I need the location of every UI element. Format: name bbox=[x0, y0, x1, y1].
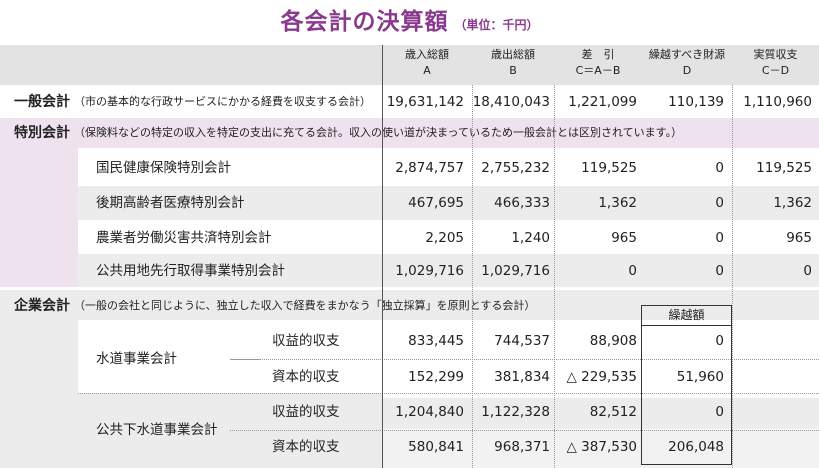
general-account-label: 一般会計 bbox=[14, 94, 70, 110]
table-header bbox=[0, 45, 819, 85]
enterprise-row-type: 資本的収支 bbox=[272, 439, 340, 455]
general-carryover: 110,139 bbox=[668, 94, 724, 110]
enterprise-row-expenditure: 744,537 bbox=[494, 333, 550, 349]
special-row-expenditure: 2,755,232 bbox=[481, 160, 550, 176]
header-carryover-funds: 繰越すべき財源 D bbox=[648, 48, 726, 77]
special-row-real-balance: 119,525 bbox=[756, 160, 812, 176]
enterprise-row-carryover: 0 bbox=[715, 404, 724, 420]
enterprise-row-expenditure: 968,371 bbox=[494, 439, 550, 455]
general-account-desc: （市の基本的な行政サービスにかかる経費を収支する会計） bbox=[74, 95, 371, 108]
special-row-real-balance: 0 bbox=[803, 263, 812, 279]
special-row-name: 公共用地先行取得事業特別会計 bbox=[96, 263, 285, 279]
row-divider bbox=[230, 430, 819, 431]
special-row-difference: 1,362 bbox=[598, 195, 637, 211]
general-account-row: 一般会計 （市の基本的な行政サービスにかかる経費を収支する会計） bbox=[0, 89, 819, 115]
enterprise-row-difference: △ 387,530 bbox=[566, 439, 638, 455]
enterprise-row-type: 資本的収支 bbox=[272, 369, 340, 385]
special-row-revenue: 2,205 bbox=[425, 230, 464, 246]
column-separator bbox=[554, 85, 555, 468]
special-row-revenue: 2,874,757 bbox=[395, 160, 464, 176]
special-row-revenue: 1,029,716 bbox=[395, 263, 464, 279]
special-row-name: 国民健康保険特別会計 bbox=[96, 160, 231, 176]
enterprise-row-type: 収益的収支 bbox=[272, 404, 340, 420]
special-row-name: 農業者労働災害共済特別会計 bbox=[96, 230, 272, 246]
enterprise-row-revenue: 580,841 bbox=[408, 439, 464, 455]
special-row-name: 後期高齢者医療特別会計 bbox=[96, 195, 245, 211]
enterprise-row-type: 収益的収支 bbox=[272, 333, 340, 349]
enterprise-row-difference: 88,908 bbox=[589, 333, 637, 349]
special-row-difference: 0 bbox=[628, 263, 637, 279]
enterprise-group-name: 水道事業会計 bbox=[96, 351, 177, 367]
column-separator bbox=[472, 85, 473, 468]
unit-label: （単位：千円） bbox=[454, 18, 539, 32]
row-divider bbox=[230, 359, 819, 360]
enterprise-account-side-band bbox=[0, 320, 78, 468]
special-account-header-band bbox=[0, 118, 819, 148]
header-revenue: 歳入総額 A bbox=[405, 48, 449, 77]
special-row-real-balance: 965 bbox=[786, 230, 812, 246]
group-divider bbox=[78, 393, 819, 394]
header-difference: 差 引 C＝A－B bbox=[575, 48, 621, 77]
carryover-label: 繰越額 bbox=[641, 305, 732, 326]
enterprise-row-band-4 bbox=[382, 428, 819, 468]
enterprise-row-revenue: 833,445 bbox=[408, 333, 464, 349]
special-row-expenditure: 1,240 bbox=[511, 230, 550, 246]
enterprise-row-difference: 82,512 bbox=[589, 404, 637, 420]
carryover-box bbox=[641, 305, 732, 465]
general-expenditure: 18,410,043 bbox=[472, 94, 550, 110]
enterprise-row-expenditure: 1,122,328 bbox=[481, 404, 550, 420]
special-account-desc: （保険料などの特定の収入を特定の支出に充てる会計。収入の使い道が決まっているため… bbox=[74, 126, 683, 139]
enterprise-row-expenditure: 381,834 bbox=[494, 369, 550, 385]
special-account-side-band bbox=[0, 148, 78, 287]
special-row-real-balance: 1,362 bbox=[773, 195, 812, 211]
special-row-carryover: 0 bbox=[715, 195, 724, 211]
page-title: 各会計の決算額 bbox=[280, 9, 449, 35]
special-row-revenue: 467,695 bbox=[408, 195, 464, 211]
special-row-band-2 bbox=[78, 186, 819, 220]
enterprise-row-band-3 bbox=[382, 398, 819, 428]
header-expenditure: 歳出総額 B bbox=[491, 48, 535, 77]
enterprise-row-revenue: 1,204,840 bbox=[395, 404, 464, 420]
special-row-band-4 bbox=[78, 254, 819, 287]
general-revenue: 19,631,142 bbox=[386, 94, 464, 110]
special-row-difference: 965 bbox=[611, 230, 637, 246]
enterprise-row-carryover: 206,048 bbox=[668, 439, 724, 455]
page-title-area: 各会計の決算額 （単位：千円） bbox=[0, 2, 819, 36]
special-row-expenditure: 1,029,716 bbox=[481, 263, 550, 279]
special-row-carryover: 0 bbox=[715, 230, 724, 246]
enterprise-account-label: 企業会計 bbox=[14, 298, 70, 314]
header-real-balance: 実質収支 C－D bbox=[753, 48, 798, 77]
enterprise-row-difference: △ 229,535 bbox=[566, 369, 638, 385]
enterprise-row-revenue: 152,299 bbox=[408, 369, 464, 385]
enterprise-row-carryover: 0 bbox=[715, 333, 724, 349]
special-row-carryover: 0 bbox=[715, 160, 724, 176]
general-difference: 1,221,099 bbox=[568, 94, 637, 110]
column-separator bbox=[382, 45, 383, 468]
enterprise-account-desc: （一般の会社と同じように、独立した収入で経費をまかなう「独立採算」を原則とする会… bbox=[74, 299, 536, 312]
enterprise-row-carryover: 51,960 bbox=[676, 369, 724, 385]
special-account-label: 特別会計 bbox=[14, 125, 70, 141]
general-real-balance: 1,110,960 bbox=[743, 94, 812, 110]
column-separator bbox=[732, 85, 733, 468]
special-row-difference: 119,525 bbox=[581, 160, 637, 176]
enterprise-group-name: 公共下水道事業会計 bbox=[96, 422, 218, 438]
special-row-expenditure: 466,333 bbox=[494, 195, 550, 211]
special-row-carryover: 0 bbox=[715, 263, 724, 279]
